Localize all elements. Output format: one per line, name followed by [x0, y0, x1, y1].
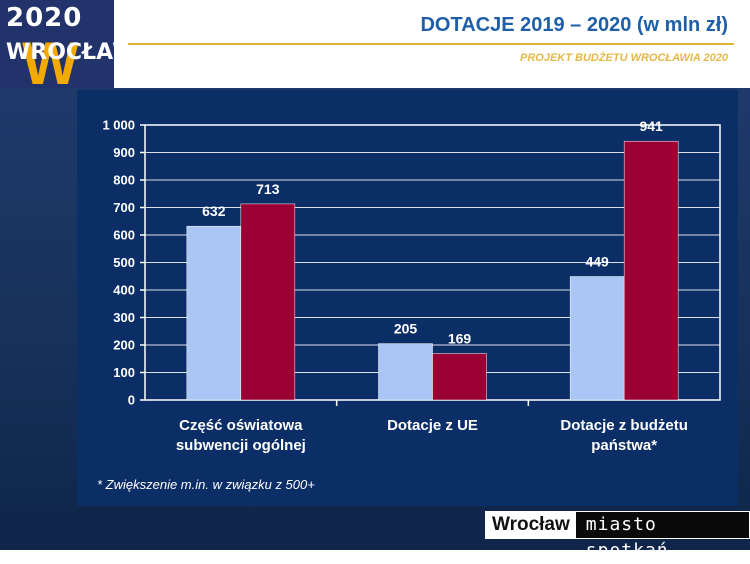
- category-label: Dotacje z UE: [387, 417, 478, 434]
- logo-city: WROCŁAW: [6, 40, 114, 65]
- category-label: subwencji ogólnej: [176, 437, 306, 454]
- y-tick-label: 800: [113, 173, 135, 188]
- bar: [432, 353, 487, 401]
- y-tick-label: 200: [113, 338, 135, 353]
- bar: [186, 225, 242, 401]
- logo-year: 2020: [6, 3, 83, 33]
- brand-tagline: miasto spotkań: [585, 514, 669, 561]
- bar: [623, 140, 679, 401]
- category-label: Dotacje z budżetu: [560, 417, 688, 434]
- y-tick-label: 900: [113, 145, 135, 160]
- page-title: DOTACJE 2019 – 2020 (w mln zł): [420, 14, 728, 36]
- footnote: * Zwiększenie m.in. w związku z 500+: [97, 477, 315, 492]
- category-label: państwa*: [591, 437, 657, 454]
- brand-name: Wrocław: [486, 512, 576, 538]
- y-tick-label: 300: [113, 310, 135, 325]
- bar-value-label: 449: [585, 254, 609, 270]
- y-tick-label: 700: [113, 200, 135, 215]
- bar-value-label: 632: [202, 203, 226, 219]
- bar-value-label: 169: [448, 331, 472, 347]
- logo-mark: W: [22, 30, 79, 89]
- bar: [378, 343, 433, 401]
- bar-chart: 0 100 200 300 400 500 600 700 800 900 1 000 632 713 C…: [102, 118, 721, 454]
- y-tick-label: 1 000: [102, 118, 135, 133]
- y-tick-label: 400: [113, 283, 135, 298]
- y-tick-label: 100: [113, 365, 135, 380]
- y-tick-label: 600: [113, 228, 135, 243]
- page-subtitle: PROJEKT BUDŻETU WROCŁAWIA 2020: [519, 52, 728, 64]
- category-label: Część oświatowa: [179, 417, 303, 434]
- logo: W 2020 WROCŁAW: [0, 0, 114, 88]
- bar: [569, 276, 625, 401]
- chart-panel: 0 100 200 300 400 500 600 700 800 900 1 000 632 713 C…: [77, 90, 738, 506]
- y-tick-label: 0: [128, 393, 135, 408]
- bar: [240, 203, 296, 401]
- bar-value-label: 205: [394, 321, 418, 337]
- y-tick-label: 500: [113, 255, 135, 270]
- title-divider: [128, 43, 734, 45]
- bar-value-label: 941: [639, 118, 663, 134]
- brand-logo: Wrocław miasto spotkań: [485, 511, 750, 561]
- bar-value-label: 713: [256, 181, 280, 197]
- header: W 2020 WROCŁAW DOTACJE 2019 – 2020 (w ml…: [0, 0, 750, 88]
